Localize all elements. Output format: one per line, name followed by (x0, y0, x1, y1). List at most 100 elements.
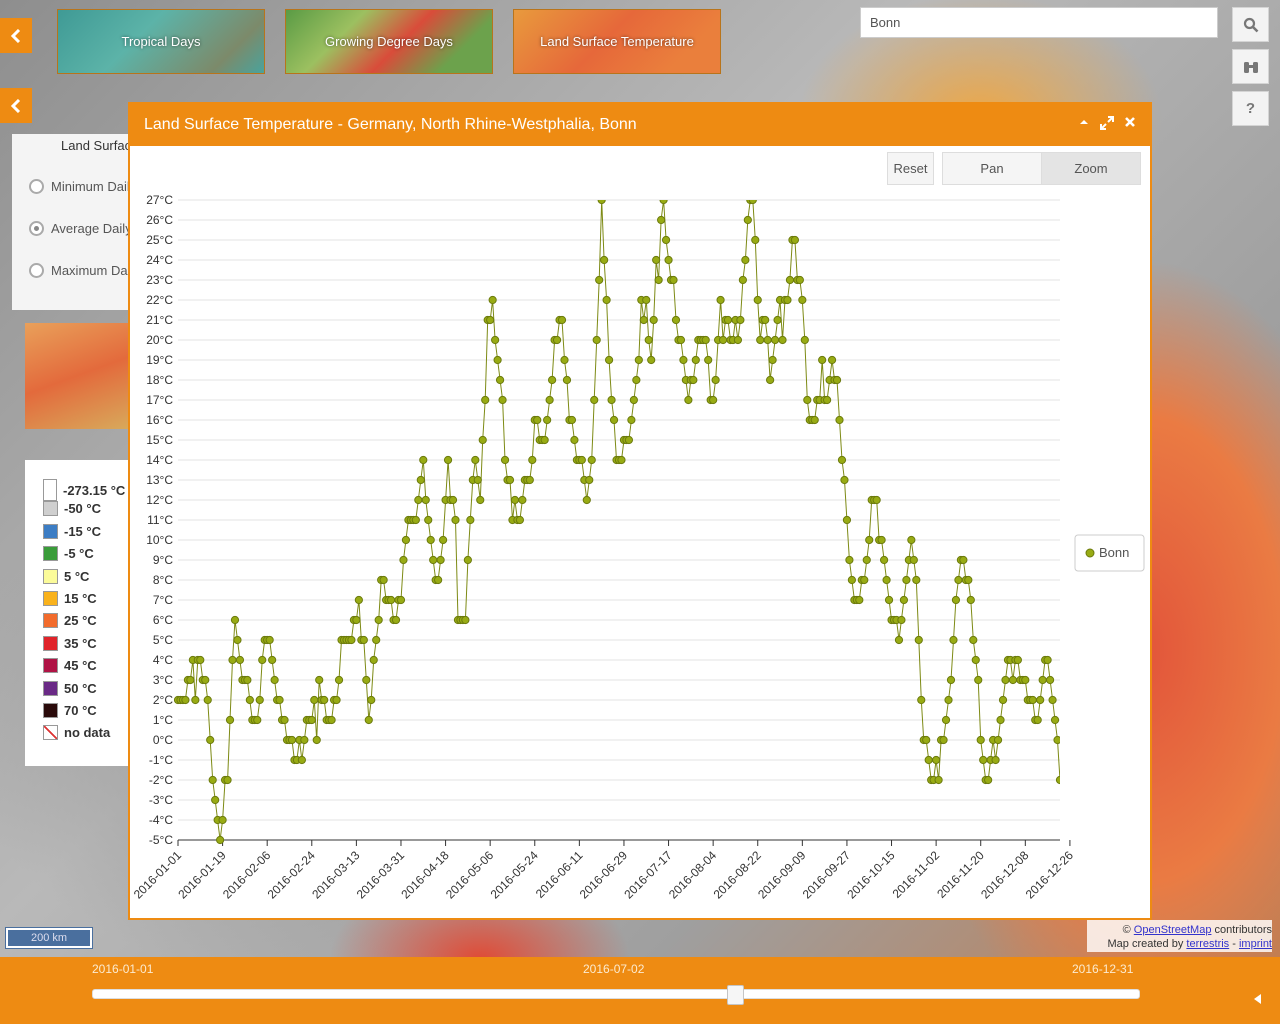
data-point (897, 615, 906, 625)
data-point (783, 295, 792, 305)
collapse-sidepanel-button[interactable] (0, 88, 32, 123)
y-tick-label: 20°C (146, 333, 173, 347)
attribution-text: contributors (1214, 924, 1272, 936)
legend-item: 35 °C (43, 635, 97, 651)
radio-minimum-daily[interactable]: Minimum Daily (29, 179, 136, 194)
data-point (617, 455, 626, 465)
data-point (533, 415, 542, 425)
imprint-link[interactable]: imprint (1238, 938, 1272, 950)
chart-legend-box (1074, 534, 1145, 572)
data-point (654, 275, 663, 285)
data-point (823, 395, 832, 405)
data-point (840, 475, 849, 485)
radio-average-daily[interactable]: Average Daily (29, 221, 132, 236)
attribution: © OpenStreetMap contributors Map created… (1087, 920, 1272, 952)
legend-label: 15 °C (64, 591, 97, 606)
y-tick-label: 9°C (153, 553, 173, 567)
data-point (498, 395, 507, 405)
data-point (235, 655, 245, 665)
y-tick-label: 18°C (146, 373, 173, 387)
expand-icon[interactable] (1100, 116, 1114, 130)
data-point (736, 315, 745, 325)
data-point (543, 415, 552, 425)
radio-label: Average Daily (51, 221, 132, 236)
data-point (488, 295, 497, 305)
data-point (552, 335, 562, 345)
layer-options-panel: Land Surface Minimum Daily Average Daily… (12, 134, 140, 310)
legend-swatch (43, 523, 58, 539)
data-point (602, 295, 611, 305)
reset-button[interactable]: Reset (887, 152, 934, 185)
search-button[interactable] (1232, 7, 1269, 42)
data-point (471, 455, 480, 465)
y-tick-label: 22°C (146, 293, 173, 307)
legend-swatch (43, 568, 58, 584)
data-point (634, 355, 643, 365)
data-point (481, 395, 490, 405)
data-point (245, 695, 254, 705)
radio-maximum-daily[interactable]: Maximum Daily (29, 263, 140, 278)
data-point (359, 635, 368, 645)
minimize-icon[interactable] (1078, 116, 1090, 128)
data-point (411, 515, 420, 525)
timeline-slider-handle[interactable] (727, 985, 744, 1005)
data-point (971, 655, 980, 665)
timeline-slider[interactable] (92, 985, 1140, 1005)
legend-item: -273.15 °C (43, 479, 125, 501)
data-point (659, 200, 668, 205)
close-icon[interactable] (1124, 116, 1136, 128)
data-point (315, 675, 324, 685)
terrestris-link[interactable]: terrestris (1186, 938, 1230, 950)
data-point (1048, 695, 1057, 705)
data-point (946, 675, 956, 685)
data-point (567, 415, 577, 425)
legend-item: 15 °C (43, 591, 97, 606)
data-point (1033, 715, 1042, 725)
data-point (761, 315, 770, 325)
compare-button[interactable] (1232, 49, 1269, 84)
data-point (627, 415, 636, 425)
help-button[interactable]: ? (1232, 91, 1269, 126)
data-point (671, 315, 681, 325)
zoom-button[interactable]: Zoom (1041, 152, 1141, 185)
timeline-bar: 2016-01-01 2016-07-02 2016-12-31 (0, 957, 1280, 1024)
data-point (798, 295, 807, 305)
panel-title: Land Surface (61, 138, 139, 153)
data-point (1038, 675, 1047, 685)
search-input[interactable] (860, 7, 1218, 38)
data-point (966, 595, 975, 605)
data-point (959, 555, 968, 565)
data-point (495, 375, 505, 385)
data-point (778, 335, 787, 345)
data-point (451, 515, 460, 525)
y-tick-label: 8°C (153, 573, 173, 587)
data-point (560, 355, 569, 365)
data-point (842, 515, 852, 525)
y-tick-label: 27°C (146, 193, 173, 207)
legend-label: 25 °C (64, 613, 97, 629)
data-point (1053, 735, 1060, 745)
layer-card-tropical-days[interactable]: Tropical Days (57, 9, 265, 74)
data-point (770, 335, 780, 345)
play-triangle-icon[interactable] (1254, 994, 1262, 1004)
data-point (701, 335, 710, 345)
timeline-end-label: 2016-12-31 (1072, 962, 1134, 976)
osm-link[interactable]: OpenStreetMap (1133, 924, 1212, 936)
data-point (280, 715, 289, 725)
data-point (922, 735, 931, 745)
data-point (1028, 695, 1037, 705)
data-point (879, 555, 889, 565)
layer-card-growing-degree-days[interactable]: Growing Degree Days (285, 9, 493, 74)
collapse-layers-button[interactable] (0, 18, 32, 53)
layer-card-land-surface-temperature[interactable]: Land Surface Temperature (513, 9, 721, 74)
data-point (1008, 675, 1018, 685)
pan-button[interactable]: Pan (942, 152, 1042, 185)
data-point (438, 535, 448, 545)
legend-item: 5 °C (43, 568, 89, 584)
data-point (751, 235, 760, 245)
data-point (505, 475, 515, 485)
data-point (969, 635, 978, 645)
data-point (877, 535, 886, 545)
y-tick-label: 23°C (146, 273, 173, 287)
copyright-symbol: © (1122, 924, 1131, 936)
